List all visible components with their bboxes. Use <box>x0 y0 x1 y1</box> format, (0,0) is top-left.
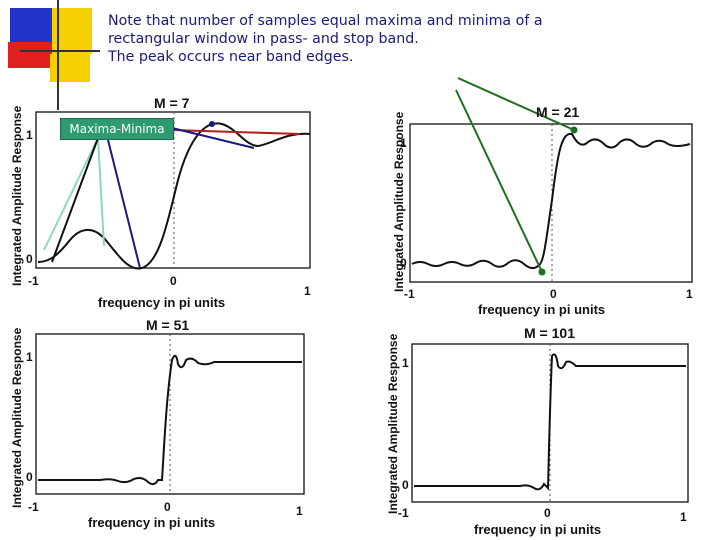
arrow-black <box>51 137 99 263</box>
ytick-0-m21: 0 <box>400 256 407 270</box>
y-axis-label-m51: Integrated Amplitude Response <box>10 327 24 508</box>
xtick-1-m7: 1 <box>304 284 311 298</box>
xtick-neg1-m21: -1 <box>404 287 415 301</box>
xtick-1-m101: 1 <box>680 510 687 524</box>
deco-vertical-line <box>57 0 59 110</box>
ytick-1-m21: 1 <box>400 136 407 150</box>
xtick-1-m51: 1 <box>296 504 303 518</box>
arrow-green-1 <box>43 137 99 251</box>
y-axis-label-m101: Integrated Amplitude Response <box>386 333 400 514</box>
plot-title-m21: M = 21 <box>536 104 580 120</box>
curve-m51 <box>38 354 302 486</box>
ytick-1-m51: 1 <box>26 350 33 364</box>
xtick-0-m51: 0 <box>164 500 171 514</box>
ytick-0-m101: 0 <box>402 478 409 492</box>
deco-red-block <box>8 42 52 68</box>
x-axis-label-m51: frequency in pi units <box>88 515 216 530</box>
arrow-red <box>171 129 301 135</box>
ytick-0-m7: 0 <box>26 252 33 266</box>
deco-horizontal-line <box>20 50 100 52</box>
note-line-3: The peak occurs near band edges. <box>108 49 354 65</box>
note-line-1: Note that number of samples equal maxima… <box>108 13 543 29</box>
maxima-minima-callout: Maxima-Minima <box>60 118 174 140</box>
plot-title-m7: M = 7 <box>154 95 190 111</box>
note-text: Note that number of samples equal maxima… <box>108 12 708 66</box>
arrow-green-m21-b <box>455 89 543 273</box>
arrow-blue <box>171 127 255 149</box>
arrow-navy <box>107 139 141 269</box>
curve-m21 <box>411 132 691 270</box>
xtick-0-m21: 0 <box>550 287 557 301</box>
x-axis-label-m21: frequency in pi units <box>478 302 606 317</box>
xtick-neg1-m51: -1 <box>28 500 39 514</box>
xtick-0-m7: 0 <box>170 274 177 288</box>
ytick-0-m51: 0 <box>26 470 33 484</box>
plot-frame-m21 <box>409 123 693 283</box>
xtick-neg1-m101: -1 <box>398 506 409 520</box>
plot-title-m101: M = 101 <box>524 325 575 341</box>
marker-dip-m21 <box>538 268 546 276</box>
ytick-1-m7: 1 <box>26 128 33 142</box>
xtick-1-m21: 1 <box>686 287 693 301</box>
y-axis-label-m7: Integrated Amplitude Response <box>10 105 24 286</box>
deco-yellow-block-2 <box>50 54 90 82</box>
ytick-1-m101: 1 <box>402 356 409 370</box>
x-axis-label-m7: frequency in pi units <box>98 295 226 310</box>
curve-m101 <box>414 353 686 491</box>
plot-title-m51: M = 51 <box>146 317 190 333</box>
curve-m7 <box>37 122 311 270</box>
xtick-0-m101: 0 <box>544 506 551 520</box>
arrow-green-2 <box>97 137 105 247</box>
note-line-2: rectangular window in pass- and stop ban… <box>108 31 419 47</box>
xtick-neg1-m7: -1 <box>28 274 39 288</box>
marker-peak-m21 <box>570 126 578 134</box>
x-axis-label-m101: frequency in pi units <box>474 522 602 537</box>
arrow-green-m21-a <box>457 77 575 131</box>
marker-peak-m7 <box>209 121 215 127</box>
plot-frame-m7 <box>35 111 311 269</box>
